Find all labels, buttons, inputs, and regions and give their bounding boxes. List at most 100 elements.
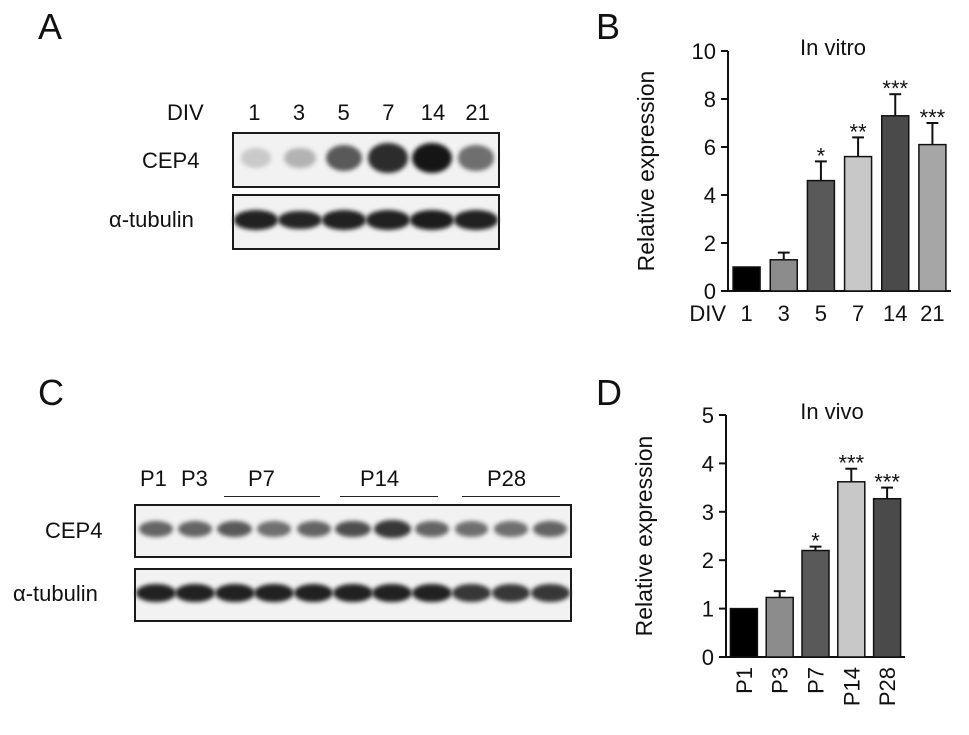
tubulin-band-7 bbox=[372, 583, 413, 603]
cep4-band-1 bbox=[138, 521, 173, 537]
panel-label-b: B bbox=[596, 6, 621, 47]
bar-P14 bbox=[837, 481, 866, 658]
tubulin-band-6 bbox=[453, 210, 499, 230]
bar-P7 bbox=[801, 549, 830, 658]
tubulin-row-label: α-tubulin bbox=[109, 207, 194, 232]
cep4-band-6 bbox=[458, 145, 494, 171]
bar-P1 bbox=[729, 607, 759, 658]
lane-label-p3: P3 bbox=[181, 466, 208, 491]
tubulin-band-5 bbox=[293, 583, 334, 603]
significance-label: *** bbox=[838, 451, 864, 476]
tubulin-blot-strip bbox=[134, 568, 572, 622]
tubulin-band-1 bbox=[135, 583, 176, 603]
x-tick-label: 21 bbox=[920, 301, 944, 326]
cep4-band-10 bbox=[494, 521, 528, 537]
tubulin-band-1 bbox=[233, 210, 279, 230]
tubulin-blot-strip bbox=[232, 194, 500, 250]
lane-label-5: 5 bbox=[337, 100, 350, 125]
cep4-band-6 bbox=[335, 520, 371, 538]
group-label-p14: P14 bbox=[360, 466, 400, 491]
cep4-band-4 bbox=[368, 143, 408, 173]
y-axis-label: Relative expression bbox=[633, 71, 659, 272]
significance-label: ** bbox=[850, 119, 868, 144]
y-tick-label: 4 bbox=[702, 451, 714, 476]
cep4-band-7 bbox=[374, 520, 411, 538]
tubulin-band-11 bbox=[530, 584, 570, 602]
x-tick-label: P3 bbox=[768, 667, 793, 694]
bar-3 bbox=[769, 259, 798, 292]
tubulin-band-3 bbox=[214, 583, 255, 603]
x-tick-label: 5 bbox=[815, 301, 827, 326]
cep4-band-11 bbox=[533, 521, 568, 537]
lane-label-3: 3 bbox=[292, 100, 306, 125]
bar-P28 bbox=[872, 497, 902, 658]
bar-7 bbox=[843, 155, 873, 292]
y-tick-label: 1 bbox=[702, 597, 714, 622]
cep4-band-4 bbox=[257, 521, 291, 537]
tubulin-band-2 bbox=[175, 583, 216, 603]
y-tick-label: 10 bbox=[692, 39, 716, 64]
cep4-row-label: CEP4 bbox=[142, 148, 200, 173]
cep4-band-3 bbox=[217, 520, 252, 538]
cep4-band-3 bbox=[325, 144, 363, 172]
chart-title: In vitro bbox=[800, 35, 866, 60]
tubulin-band-8 bbox=[411, 583, 452, 603]
div-header-label: DIV bbox=[167, 100, 204, 125]
x-tick-label: P1 bbox=[732, 667, 757, 694]
y-tick-label: 3 bbox=[702, 500, 714, 525]
panel-label-a: A bbox=[38, 6, 63, 47]
lane-label-21: 21 bbox=[465, 100, 490, 125]
bar-5 bbox=[806, 179, 836, 292]
cep4-band-5 bbox=[296, 521, 331, 537]
cep4-band-9 bbox=[454, 521, 489, 537]
bar-chart-in-vitro: 0 2 4 6 8 10 Relative expression In vitro 1 3 * 5 **… bbox=[633, 35, 951, 326]
tubulin-band-10 bbox=[491, 584, 531, 602]
x-tick-label: P14 bbox=[839, 667, 864, 706]
cep4-blot-strip bbox=[232, 132, 500, 188]
y-tick-label: 5 bbox=[702, 403, 714, 428]
significance-label: * bbox=[817, 143, 826, 168]
chart-title: In vivo bbox=[800, 399, 864, 424]
y-tick-label: 2 bbox=[702, 548, 714, 573]
cep4-band-1 bbox=[240, 148, 271, 168]
significance-label: *** bbox=[882, 76, 908, 101]
group-line-p7 bbox=[224, 496, 320, 497]
y-tick-label: 6 bbox=[704, 135, 716, 160]
y-axis-label: Relative expression bbox=[631, 436, 657, 637]
group-line-p14 bbox=[340, 496, 438, 497]
y-tick-label: 0 bbox=[702, 645, 714, 670]
lane-label-14: 14 bbox=[420, 100, 446, 125]
x-axis-prefix-label: DIV bbox=[689, 301, 726, 326]
tubulin-band-4 bbox=[254, 583, 295, 603]
cep4-band-8 bbox=[414, 521, 449, 537]
tubulin-band-5 bbox=[409, 210, 455, 230]
tubulin-band-6 bbox=[333, 583, 373, 603]
cep4-band-2 bbox=[178, 521, 213, 537]
lane-label-7: 7 bbox=[382, 100, 395, 125]
bar-21 bbox=[918, 143, 947, 292]
cep4-band-2 bbox=[284, 147, 316, 169]
x-tick-label: 1 bbox=[740, 301, 752, 326]
lane-label-1: 1 bbox=[248, 100, 261, 125]
panel-label-d: D bbox=[596, 372, 622, 413]
bar-chart-in-vivo: 0 1 2 3 4 5 Relative expression In vivo P1 P3 * P7 *… bbox=[631, 399, 905, 706]
tubulin-row-label: α-tubulin bbox=[13, 581, 98, 606]
cep4-band-5 bbox=[411, 142, 453, 174]
x-tick-label: 7 bbox=[852, 301, 864, 326]
cep4-blot-strip bbox=[134, 504, 572, 558]
y-tick-label: 8 bbox=[704, 87, 716, 112]
significance-label: *** bbox=[920, 105, 946, 130]
y-tick-label: 0 bbox=[704, 279, 716, 304]
group-label-p28: P28 bbox=[487, 466, 527, 491]
cep4-row-label: CEP4 bbox=[45, 518, 103, 543]
bar-1 bbox=[732, 266, 761, 292]
significance-label: *** bbox=[874, 470, 900, 495]
significance-label: * bbox=[811, 529, 820, 554]
group-label-p7: P7 bbox=[248, 466, 275, 491]
tubulin-band-4 bbox=[365, 210, 411, 230]
x-tick-label: 3 bbox=[778, 301, 790, 326]
x-tick-label: P28 bbox=[875, 667, 900, 706]
group-line-p28 bbox=[462, 496, 560, 497]
y-tick-label: 4 bbox=[704, 183, 716, 208]
lane-label-p1: P1 bbox=[140, 466, 167, 491]
